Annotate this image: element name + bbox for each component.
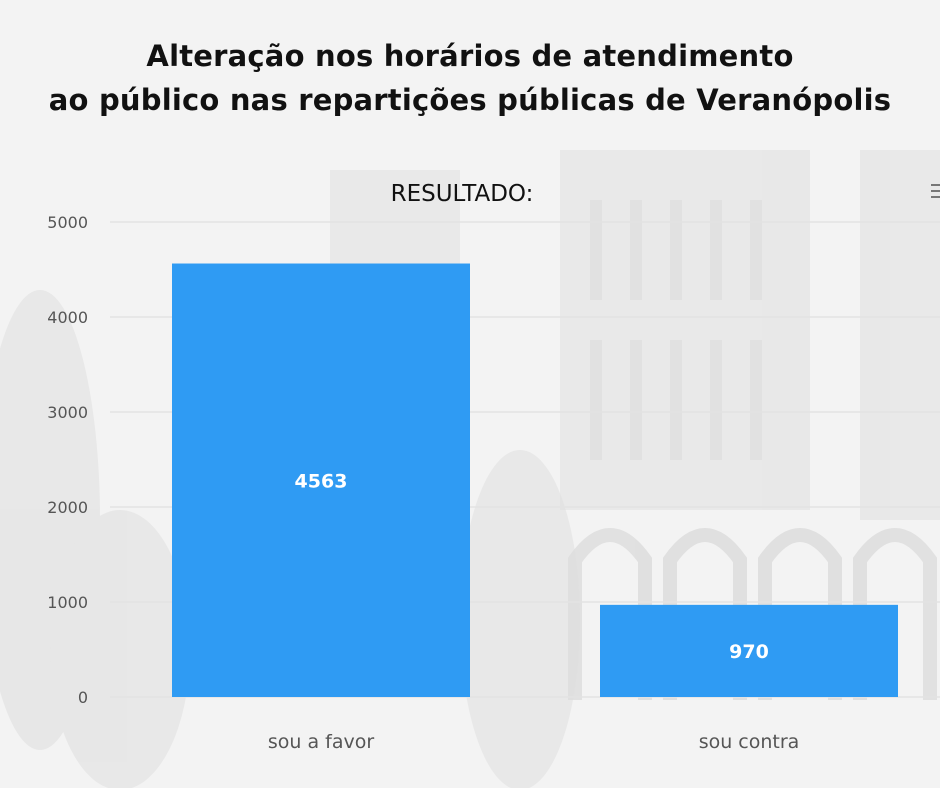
chart-title: RESULTADO:	[390, 181, 534, 207]
data-label: 4563	[295, 470, 348, 492]
y-tick-label: 2000	[47, 498, 88, 517]
y-tick-label: 0	[78, 688, 88, 707]
title-line-2: ao público nas repartições públicas de V…	[48, 83, 892, 117]
y-tick-label: 4000	[47, 308, 88, 327]
bar	[600, 604, 898, 697]
page-title: Alteração nos horários de atendimento ao…	[0, 34, 940, 122]
x-category-label: sou contra	[699, 731, 800, 753]
bar	[172, 263, 470, 697]
y-tick-label: 1000	[47, 593, 88, 612]
data-label: 970	[729, 641, 769, 663]
hamburger-menu-icon[interactable]	[931, 180, 940, 200]
x-category-label: sou a favor	[268, 731, 374, 753]
y-tick-label: 3000	[47, 403, 88, 422]
y-tick-label: 5000	[47, 213, 88, 232]
title-line-1: Alteração nos horários de atendimento	[146, 39, 794, 73]
